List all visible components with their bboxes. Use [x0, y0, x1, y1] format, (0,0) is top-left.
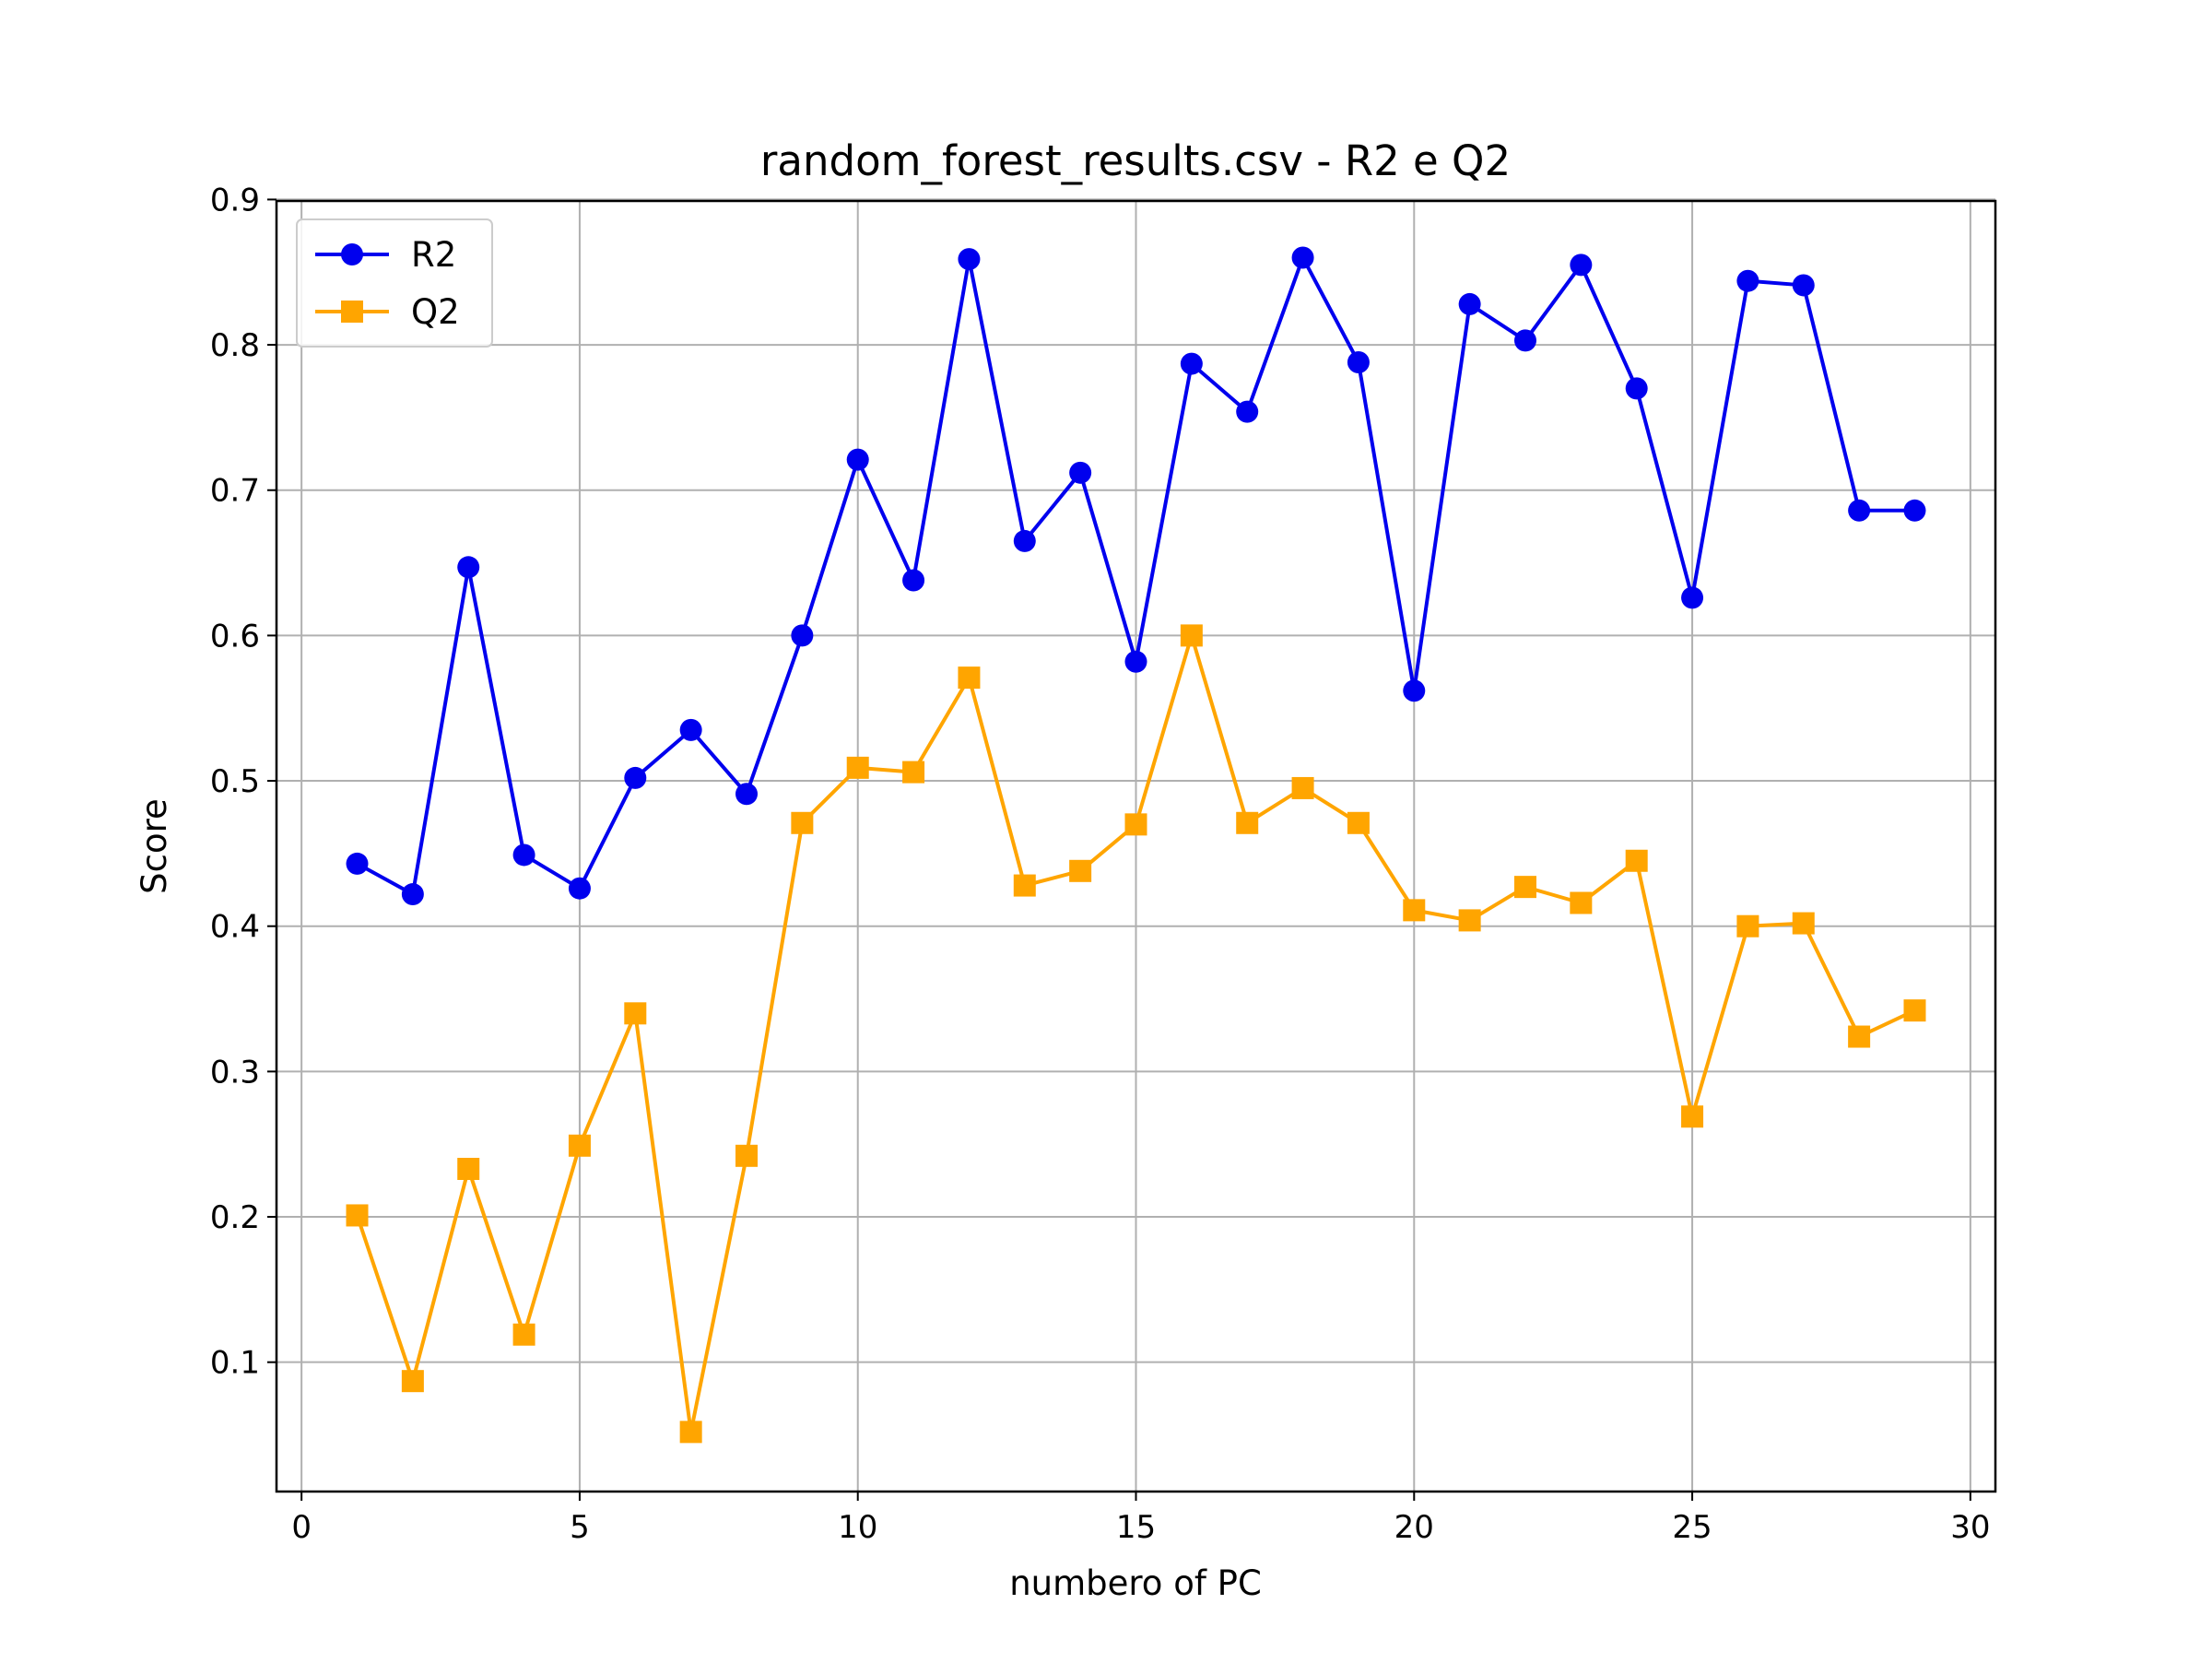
- data-point-r2: [457, 556, 480, 579]
- data-point-q2: [1347, 811, 1370, 834]
- x-tick-label: 15: [1116, 1509, 1156, 1546]
- data-point-q2: [735, 1144, 759, 1167]
- y-tick-label: 0.6: [210, 618, 260, 655]
- y-tick-label: 0.1: [210, 1345, 260, 1382]
- data-point-q2: [1013, 874, 1036, 897]
- y-tick-label: 0.5: [210, 763, 260, 800]
- data-point-q2: [1236, 811, 1259, 834]
- data-point-r2: [346, 852, 369, 875]
- data-point-r2: [791, 624, 814, 647]
- data-point-q2: [1180, 624, 1203, 647]
- x-tick-label: 10: [838, 1509, 877, 1546]
- data-point-r2: [1124, 650, 1147, 673]
- data-point-r2: [1069, 461, 1092, 484]
- data-point-q2: [679, 1421, 702, 1444]
- data-point-r2: [1013, 529, 1036, 552]
- data-point-r2: [1403, 679, 1426, 702]
- data-point-q2: [846, 756, 869, 779]
- data-point-q2: [457, 1158, 480, 1180]
- axis-ticks: 0 5 10 15 20 25 30 0.1 0.2 0.3 0.4 0.5 0.6 0.7 0.8 0.9: [210, 182, 1991, 1546]
- x-tick-label: 25: [1672, 1509, 1712, 1546]
- data-point-r2: [1513, 329, 1536, 352]
- data-point-q2: [401, 1370, 424, 1393]
- data-point-r2: [902, 569, 925, 592]
- x-tick-label: 5: [570, 1509, 590, 1546]
- chart-title: random_forest_results.csv - R2 e Q2: [760, 136, 1511, 185]
- data-point-r2: [1736, 269, 1759, 292]
- data-point-r2: [624, 766, 647, 789]
- data-point-q2: [1792, 912, 1815, 935]
- data-point-q2: [1736, 914, 1759, 938]
- data-point-q2: [1124, 813, 1147, 836]
- data-point-r2: [401, 883, 424, 906]
- grid: [276, 198, 1995, 1492]
- data-point-r2: [846, 448, 869, 471]
- data-point-q2: [568, 1134, 591, 1157]
- y-tick-label: 0.8: [210, 327, 260, 364]
- x-axis-label: numbero of PC: [1009, 1563, 1262, 1603]
- data-point-r2: [1848, 499, 1871, 522]
- data-point-r2: [679, 718, 702, 741]
- legend-label-q2: Q2: [411, 292, 460, 332]
- y-axis-label: Score: [135, 798, 174, 894]
- data-point-q2: [1291, 776, 1314, 799]
- data-point-q2: [1403, 899, 1426, 922]
- data-point-q2: [1681, 1105, 1704, 1128]
- data-point-r2: [735, 783, 759, 806]
- data-point-r2: [1458, 292, 1481, 315]
- legend-box: [296, 218, 493, 348]
- data-point-r2: [958, 248, 981, 271]
- legend-label-r2: R2: [411, 235, 456, 275]
- data-point-q2: [958, 666, 981, 690]
- data-point-q2: [1625, 849, 1648, 872]
- data-point-r2: [1180, 352, 1203, 375]
- data-point-r2: [1570, 254, 1593, 277]
- data-point-q2: [1903, 999, 1926, 1022]
- data-point-r2: [1903, 499, 1926, 522]
- data-point-q2: [1513, 876, 1536, 899]
- data-point-q2: [624, 1002, 647, 1025]
- data-point-r2: [1792, 274, 1815, 297]
- x-tick-label: 30: [1950, 1509, 1990, 1546]
- x-tick-label: 0: [291, 1509, 312, 1546]
- series-r2: [346, 246, 1926, 906]
- x-tick-label: 20: [1394, 1509, 1434, 1546]
- data-point-r2: [1681, 586, 1704, 609]
- legend-marker-q2: [341, 301, 363, 323]
- data-point-r2: [1625, 377, 1648, 400]
- data-point-q2: [902, 761, 925, 784]
- series-layer: [346, 246, 1926, 1444]
- data-point-r2: [512, 843, 535, 867]
- series-q2: [346, 624, 1926, 1444]
- data-point-q2: [1458, 909, 1481, 932]
- y-tick-label: 0.2: [210, 1199, 260, 1236]
- data-point-q2: [1848, 1025, 1871, 1048]
- data-point-q2: [791, 811, 814, 834]
- data-point-r2: [1347, 351, 1370, 373]
- data-point-q2: [1069, 859, 1092, 882]
- y-tick-label: 0.7: [210, 473, 260, 510]
- legend-marker-r2: [341, 243, 363, 265]
- y-tick-label: 0.9: [210, 182, 260, 218]
- y-tick-label: 0.3: [210, 1054, 260, 1091]
- data-point-r2: [1236, 400, 1259, 423]
- data-point-r2: [1291, 246, 1314, 269]
- y-tick-label: 0.4: [210, 909, 260, 946]
- data-point-r2: [568, 877, 591, 900]
- data-point-q2: [512, 1323, 535, 1346]
- data-point-q2: [346, 1204, 369, 1227]
- data-point-q2: [1570, 891, 1593, 914]
